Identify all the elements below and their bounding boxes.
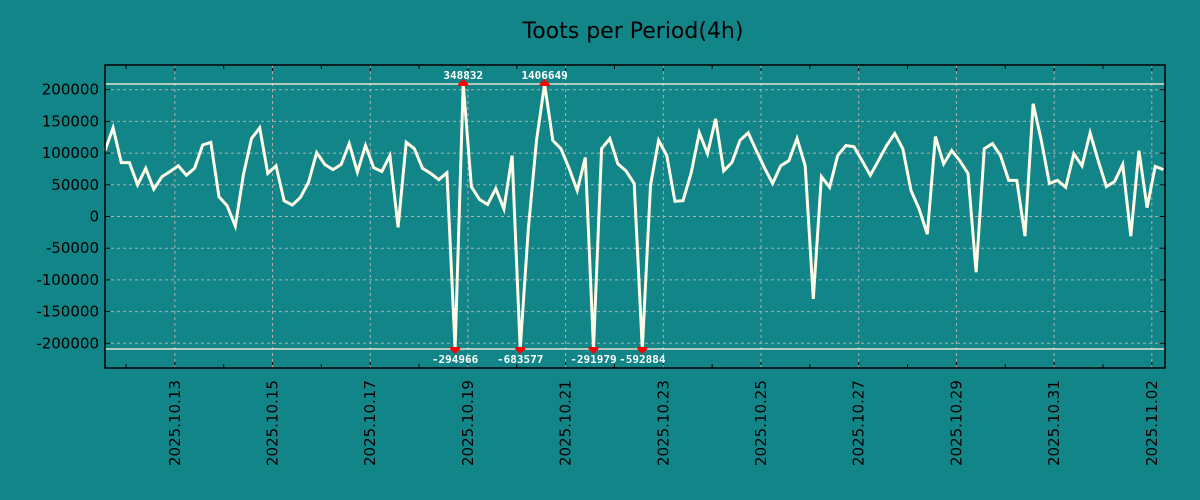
y-tick-label: 50000 [51, 176, 99, 194]
x-tick-label: 2025.10.23 [654, 380, 672, 466]
underflow-annotation: -683577 [497, 353, 543, 366]
overflow-marker-down [450, 346, 461, 354]
y-tick-label: 150000 [42, 112, 99, 130]
overflow-annotation: 1406649 [521, 69, 567, 82]
x-tick-label: 2025.10.29 [947, 380, 965, 466]
x-tick-label: 2025.10.31 [1045, 380, 1063, 466]
x-tick-label: 2025.10.15 [264, 380, 282, 466]
overflow-marker-down [637, 346, 648, 354]
overflow-marker-down [588, 346, 599, 354]
x-tick-label: 2025.10.17 [361, 380, 379, 466]
y-tick-label: -100000 [36, 271, 99, 289]
overflow-marker-up [458, 79, 469, 87]
x-tick-label: 2025.10.19 [459, 380, 477, 466]
y-tick-label: 100000 [42, 144, 99, 162]
y-tick-label: 200000 [42, 81, 99, 99]
underflow-annotation: -592884 [619, 353, 666, 366]
chart-title: Toots per Period(4h) [522, 19, 744, 44]
y-tick-label: -200000 [36, 334, 99, 352]
x-tick-label: 2025.10.21 [557, 380, 575, 466]
overflow-marker-down [515, 346, 526, 354]
x-tick-label: 2025.11.02 [1143, 380, 1161, 466]
y-tick-label: -50000 [46, 239, 99, 257]
series-line [103, 83, 1164, 350]
y-tick-label: 0 [89, 208, 99, 226]
x-tick-label: 2025.10.13 [166, 380, 184, 466]
overflow-marker-up [539, 79, 550, 87]
overflow-annotation: 348832 [443, 69, 483, 82]
x-tick-label: 2025.10.27 [850, 380, 868, 466]
underflow-annotation: -294966 [432, 353, 479, 366]
underflow-annotation: -291979 [570, 353, 616, 366]
x-tick-label: 2025.10.25 [752, 380, 770, 466]
y-tick-label: -150000 [36, 303, 99, 321]
plot-frame [104, 64, 1166, 369]
